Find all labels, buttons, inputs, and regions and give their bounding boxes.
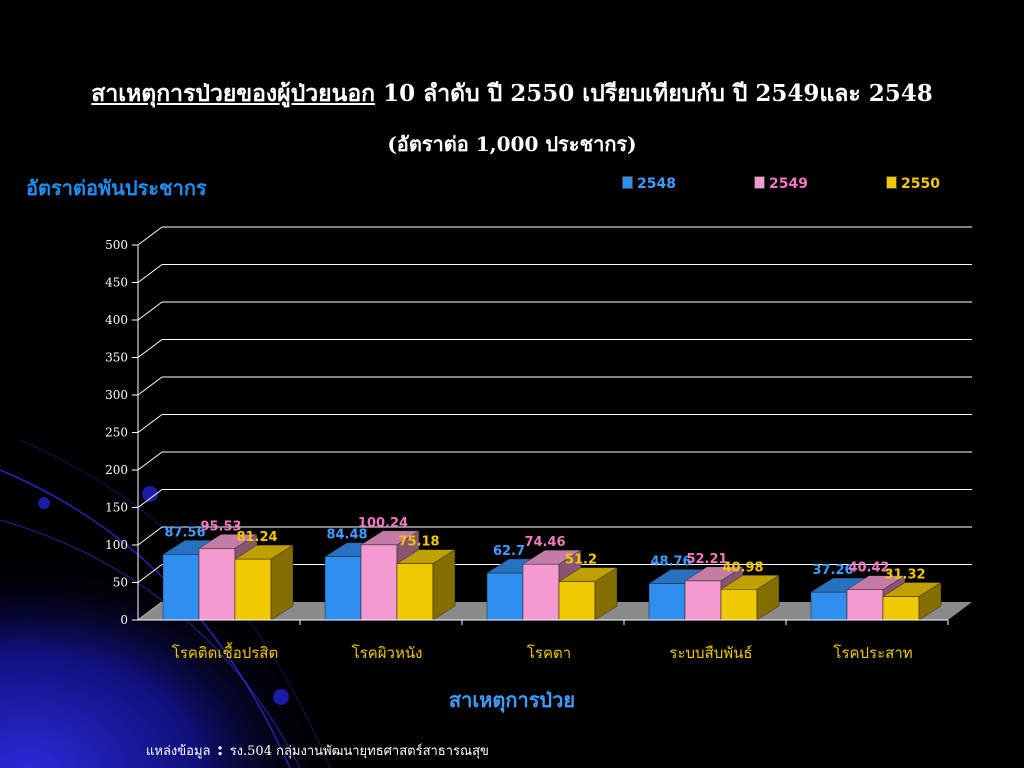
x-axis-title-text: สาเหตุการป่วย (448, 688, 576, 712)
source-note: แหล่งข้อมูล : รง.504 กลุ่มงานพัฒนายุทธศา… (146, 739, 489, 761)
legend-label-2548: 2548 (637, 176, 676, 192)
source-label: แหล่งข้อมูล (146, 744, 211, 759)
bar-2548-3 (648, 583, 686, 621)
chart-title-rest: 10 ลำดับ ปี 2550 เปรียบเทียบกับ ปี 2549แ… (375, 80, 933, 107)
data-label-2550-0: 81.24 (236, 530, 277, 545)
category-label-4: โรคประสาท (833, 644, 912, 662)
bar-2549-3 (684, 580, 722, 621)
bar-2550-4 (882, 596, 920, 621)
data-label-2548-3: 48.76 (650, 554, 691, 569)
y-tick-label-100: 100 (105, 538, 128, 552)
bar-2548-4 (810, 591, 848, 621)
legend-label-2550: 2550 (901, 176, 940, 192)
y-tick-label-250: 250 (105, 426, 128, 440)
bar-top-2550-3 (720, 575, 780, 590)
gridline-diagonal-450 (137, 264, 163, 283)
bar-top-2550-2 (558, 567, 618, 582)
bar-2549-0 (198, 548, 236, 621)
bar-top-2549-2 (522, 549, 582, 565)
source-text: รง.504 กลุ่มงานพัฒนายุทธศาสตร์สาธารณสุข (229, 744, 489, 759)
y-tick-label-200: 200 (105, 463, 128, 477)
bar-top-2549-4 (846, 575, 906, 590)
data-label-2548-1: 84.48 (326, 528, 367, 543)
y-tick-label-400: 400 (105, 313, 128, 327)
gridline-diagonal-350 (137, 339, 163, 358)
bar-top-2550-0 (234, 544, 294, 560)
bar-2548-2 (486, 572, 524, 621)
legend-label-2549: 2549 (769, 176, 808, 192)
data-label-2549-1: 100.24 (358, 516, 408, 531)
y-tick-label-500: 500 (105, 238, 128, 252)
bar-2549-1 (360, 544, 398, 621)
chart-subtitle: (อัตราต่อ 1,000 ประชากร) (387, 132, 637, 156)
category-label-2: โรคตา (527, 644, 571, 662)
data-label-2549-0: 95.53 (200, 519, 241, 534)
y-tick-label-350: 350 (105, 351, 128, 365)
data-label-2548-2: 62.7 (493, 544, 525, 559)
bar-2550-3 (720, 589, 758, 621)
gridline-diagonal-50 (137, 564, 163, 583)
y-tick-label-300: 300 (105, 388, 128, 402)
y-tick-label-0: 0 (120, 613, 128, 627)
data-label-2549-2: 74.46 (524, 535, 565, 550)
source-colon: : (210, 739, 230, 760)
legend-swatch-2550 (886, 176, 897, 189)
bar-top-2550-4 (882, 582, 942, 597)
legend-swatch-2548 (622, 176, 633, 189)
gridline-diagonal-250 (137, 414, 163, 433)
data-label-2549-3: 52.21 (686, 552, 727, 567)
gridline-diagonal-300 (137, 376, 163, 396)
gridline-diagonal-400 (137, 301, 163, 321)
bar-2548-1 (324, 556, 362, 621)
y-tick-label-50: 50 (113, 576, 128, 590)
bar-2548-0 (162, 554, 200, 621)
category-label-0: โรคติดเชื้อปรสิต (172, 642, 278, 662)
legend-item-2549: 2549 (754, 176, 808, 192)
bar-top-2549-1 (360, 530, 420, 546)
x-axis-title: สาเหตุการป่วย (0, 684, 1024, 716)
bar-top-2549-3 (684, 566, 744, 582)
y-tick-label-150: 150 (105, 501, 128, 515)
data-label-2549-4: 40.42 (848, 561, 889, 576)
chart-title: สาเหตุการป่วยของผู้ป่วยนอก 10 ลำดับ ปี 2… (0, 76, 1024, 112)
data-label-2550-1: 75.18 (398, 535, 439, 550)
gridline-diagonal-100 (137, 526, 163, 546)
bar-2550-2 (558, 581, 596, 621)
bar-2550-1 (396, 563, 434, 621)
data-label-2548-0: 87.56 (164, 525, 205, 540)
legend-item-2548: 2548 (622, 176, 676, 192)
legend-item-2550: 2550 (886, 176, 940, 192)
gridline-diagonal-150 (137, 489, 163, 508)
y-tick-label-450: 450 (105, 276, 128, 290)
bar-top-2549-0 (198, 534, 258, 549)
data-label-2548-4: 37.26 (812, 563, 853, 578)
gridline-diagonal-500 (137, 226, 163, 246)
bar-2549-4 (846, 589, 884, 621)
data-label-2550-2: 51.2 (565, 553, 597, 568)
bar-2550-0 (234, 558, 272, 621)
gridline-diagonal-200 (137, 451, 163, 471)
bar-2549-2 (522, 563, 560, 621)
data-label-2550-3: 40.98 (722, 560, 763, 575)
category-label-1: โรคผิวหนัง (352, 644, 423, 662)
category-label-3: ระบบสืบพันธ์ (669, 644, 752, 662)
data-label-2550-4: 31.32 (884, 568, 925, 583)
legend-swatch-2549 (754, 176, 765, 189)
bar-top-2550-1 (396, 549, 456, 564)
y-axis-title: อัตราต่อพันประชากร (26, 176, 207, 200)
chart-title-underlined: สาเหตุการป่วยของผู้ป่วยนอก (91, 80, 376, 107)
